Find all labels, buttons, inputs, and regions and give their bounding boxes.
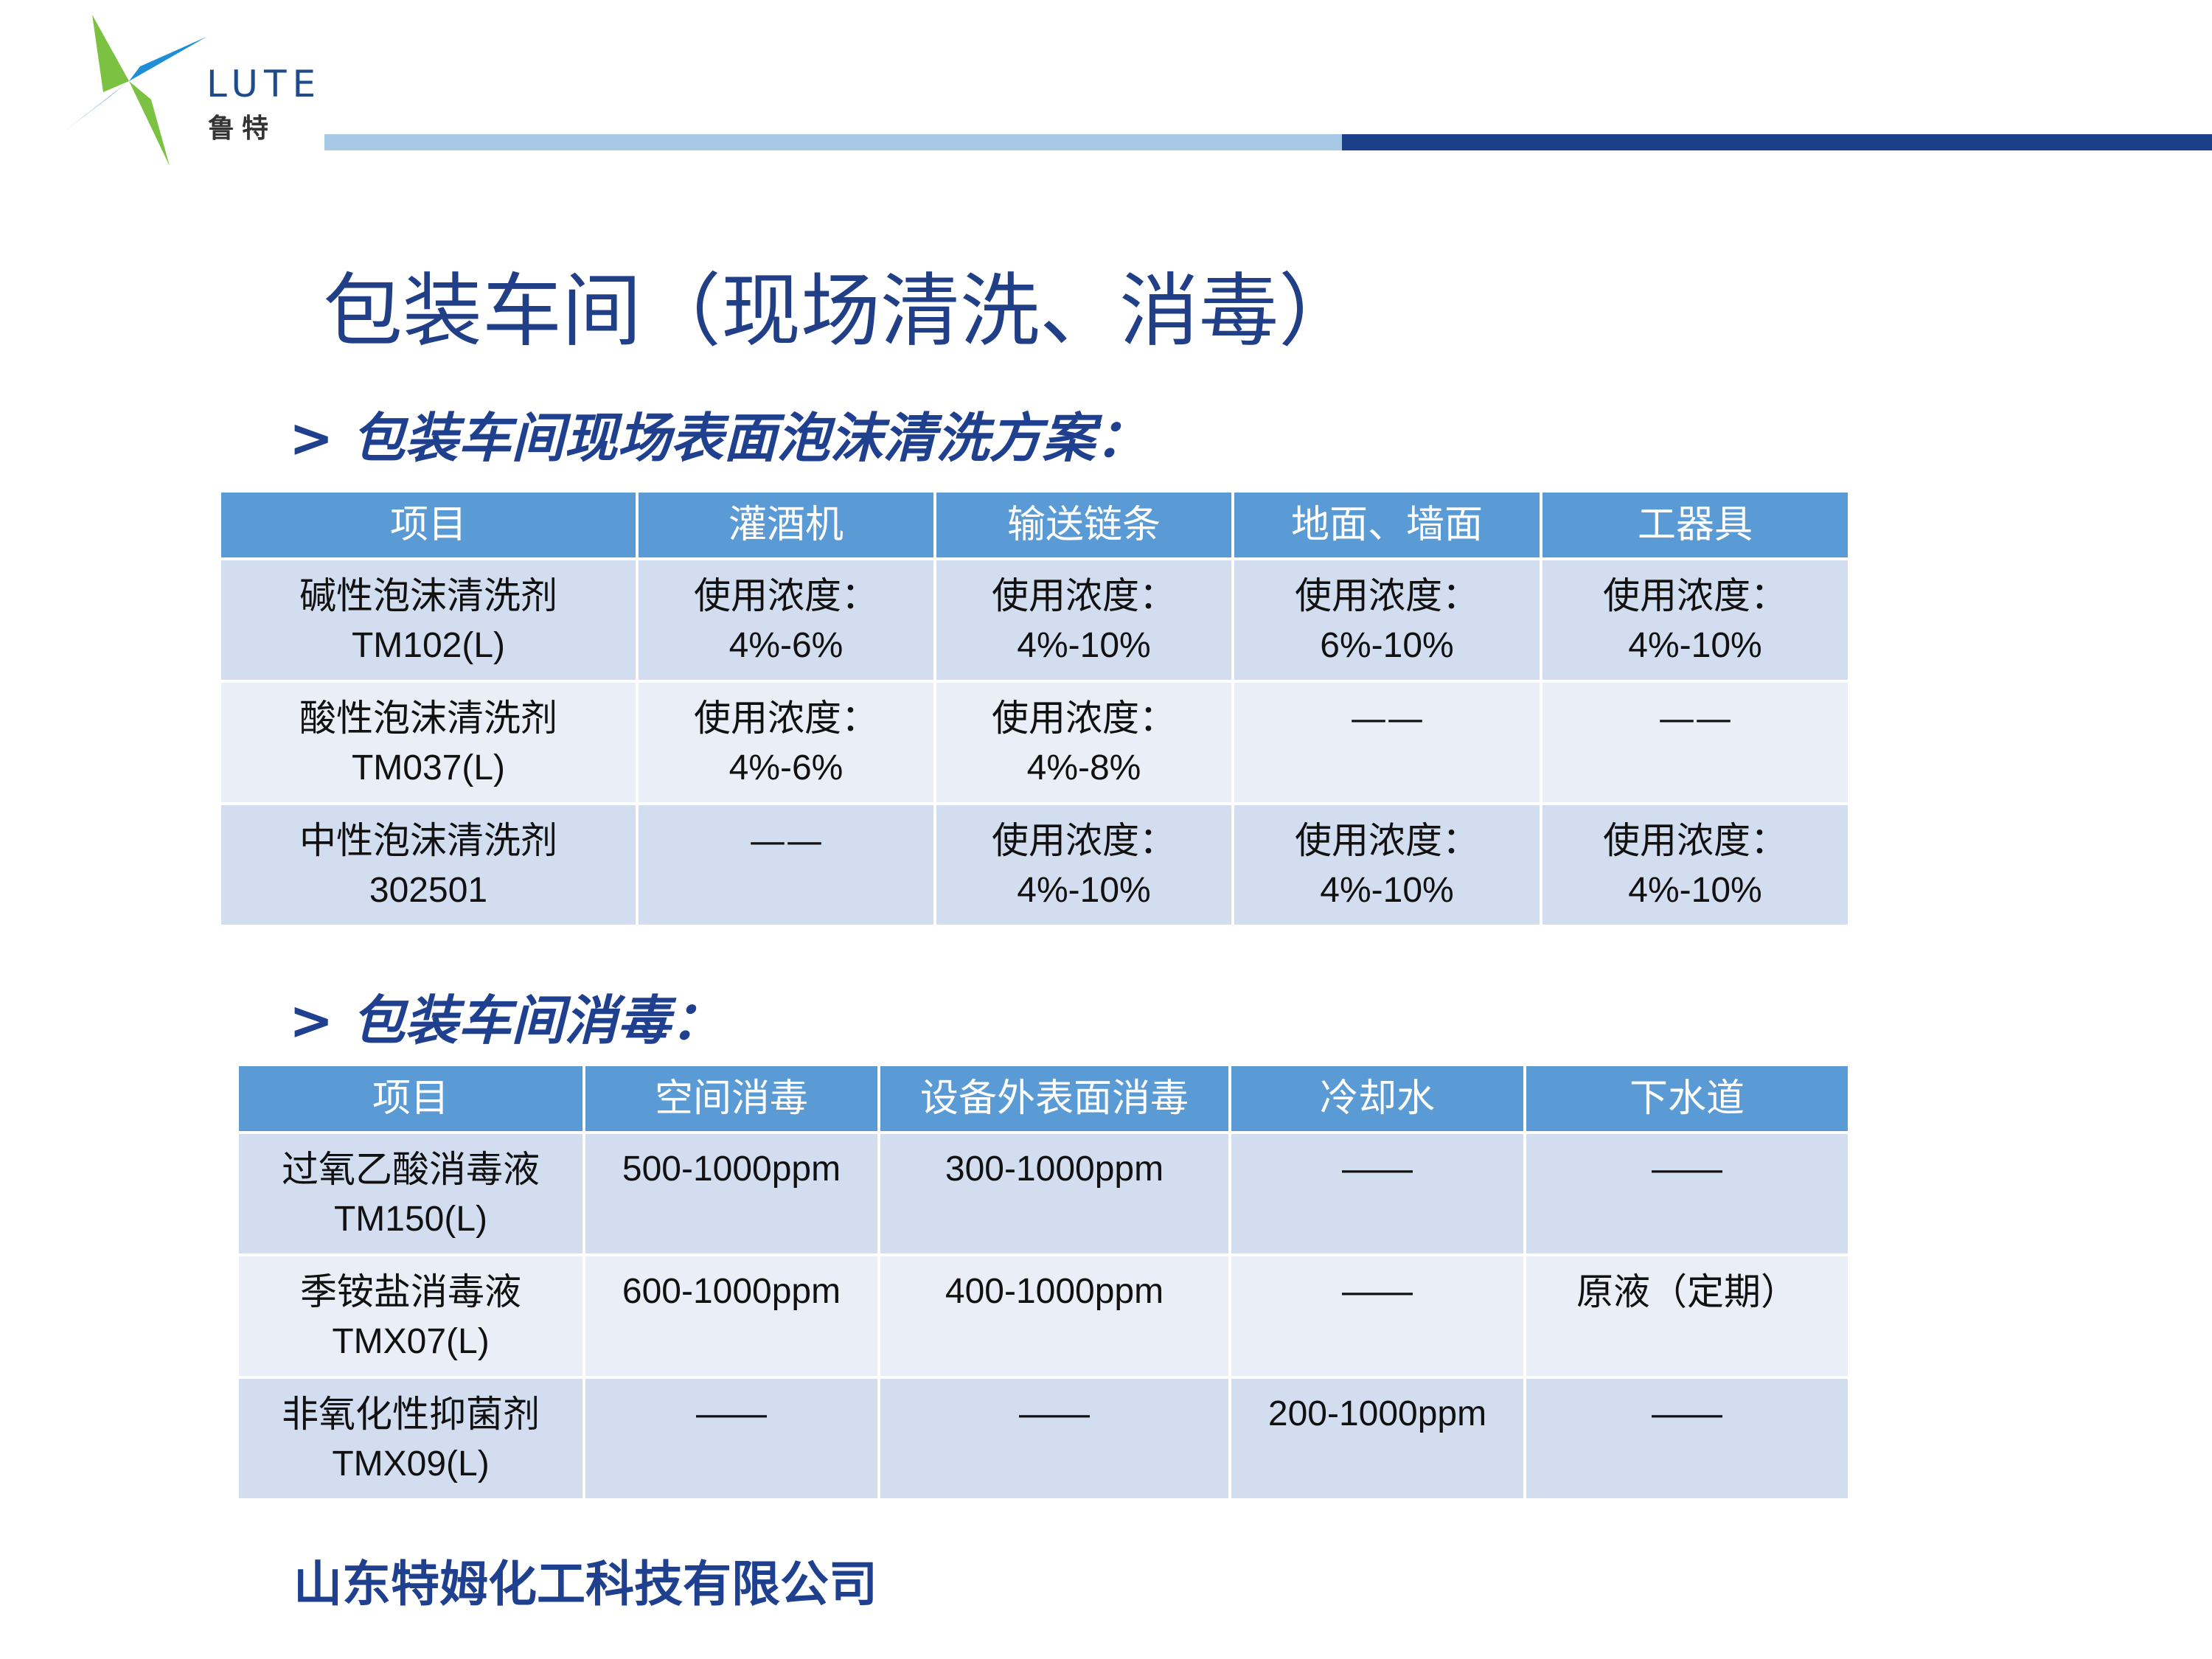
data-cell: 使用浓度： 4%-10%	[1540, 557, 1851, 683]
column-header: 项目	[218, 490, 639, 560]
product-code: TM150(L)	[333, 1200, 488, 1239]
data-cell: ——	[1231, 680, 1543, 805]
table-row: 非氧化性抑菌剂 TMX09(L) —— —— 200-1000ppm ——	[236, 1376, 1851, 1501]
cell-value: 6%-10%	[1320, 626, 1454, 665]
data-cell: ——	[1523, 1131, 1851, 1256]
data-cell: 使用浓度： 4%-8%	[933, 680, 1234, 805]
cell-label: ——	[1658, 697, 1732, 740]
product-code: TMX07(L)	[332, 1322, 490, 1361]
product-code: TM037(L)	[351, 748, 506, 787]
table-row: 酸性泡沫清洗剂 TM037(L) 使用浓度： 4%-6% 使用浓度： 4%-8% —…	[218, 680, 1851, 805]
data-cell: ——	[1540, 680, 1851, 805]
cell-label: 使用浓度：	[694, 574, 878, 617]
data-cell: 使用浓度： 4%-6%	[636, 557, 936, 683]
cell-label: 使用浓度：	[992, 697, 1176, 740]
cell-value: 4%-10%	[1017, 626, 1151, 665]
header-bar-dark	[1342, 134, 2212, 150]
data-cell: ——	[1228, 1131, 1526, 1256]
data-cell: 300-1000ppm	[877, 1131, 1231, 1256]
product-name: 非氧化性抑菌剂	[282, 1393, 540, 1436]
table-row: 中性泡沫清洗剂 302501 —— 使用浓度： 4%-10% 使用浓度： 4%-10…	[218, 802, 1851, 928]
data-cell: 使用浓度： 4%-10%	[1540, 802, 1851, 928]
data-cell: 原液（定期）	[1523, 1253, 1851, 1379]
product-code: TM102(L)	[351, 626, 506, 665]
company-name-footer: 山东特姆化工科技有限公司	[293, 1556, 877, 1613]
cell-value: 4%-6%	[728, 748, 844, 787]
product-code: 302501	[369, 871, 488, 910]
data-cell: 使用浓度： 4%-10%	[933, 802, 1234, 928]
logo-chinese-name: 鲁特	[208, 114, 276, 144]
disinfection-table: 项目 空间消毒 设备外表面消毒 冷却水 下水道 过氧乙酸消毒液 TM150(L)…	[236, 1063, 1851, 1501]
page-title: 包装车间（现场清洗、消毒）	[323, 265, 1359, 358]
product-cell: 碱性泡沫清洗剂 TM102(L)	[218, 557, 639, 683]
product-cell: 非氧化性抑菌剂 TMX09(L)	[236, 1376, 585, 1501]
product-name: 季铵盐消毒液	[300, 1270, 521, 1313]
section-title-cleaning: > 包装车间现场表面泡沫清洗方案：	[289, 407, 1149, 469]
product-name: 中性泡沫清洗剂	[299, 819, 557, 862]
data-cell: 使用浓度： 4%-10%	[1231, 802, 1543, 928]
cell-label: 使用浓度：	[694, 697, 878, 740]
column-header: 输送链条	[933, 490, 1234, 560]
product-code: TMX09(L)	[332, 1444, 490, 1484]
product-cell: 中性泡沫清洗剂 302501	[218, 802, 639, 928]
data-cell: 使用浓度： 6%-10%	[1231, 557, 1543, 683]
data-cell: 600-1000ppm	[582, 1253, 880, 1379]
cell-value: 4%-10%	[1320, 871, 1454, 910]
data-cell: 200-1000ppm	[1228, 1376, 1526, 1501]
data-cell: ——	[877, 1376, 1231, 1501]
data-cell: ——	[1228, 1253, 1526, 1379]
column-header: 冷却水	[1228, 1063, 1526, 1134]
product-name: 碱性泡沫清洗剂	[299, 574, 557, 617]
product-name: 酸性泡沫清洗剂	[299, 697, 557, 740]
header-bar-light	[324, 134, 1342, 150]
cell-label: 使用浓度：	[992, 819, 1176, 862]
cell-label: 使用浓度：	[1603, 819, 1787, 862]
cell-label: 使用浓度：	[1295, 819, 1479, 862]
data-cell: ——	[636, 802, 936, 928]
cell-label: ——	[749, 819, 823, 862]
product-name: 过氧乙酸消毒液	[282, 1148, 540, 1191]
cell-label: 使用浓度：	[992, 574, 1176, 617]
cell-value: 4%-6%	[728, 626, 844, 665]
product-cell: 酸性泡沫清洗剂 TM037(L)	[218, 680, 639, 805]
data-cell: 使用浓度： 4%-6%	[636, 680, 936, 805]
data-cell: 400-1000ppm	[877, 1253, 1231, 1379]
product-cell: 季铵盐消毒液 TMX07(L)	[236, 1253, 585, 1379]
cell-label: ——	[1350, 697, 1424, 740]
cell-label: 使用浓度：	[1603, 574, 1787, 617]
column-header: 项目	[236, 1063, 585, 1134]
column-header: 工器具	[1540, 490, 1851, 560]
data-cell: ——	[1523, 1376, 1851, 1501]
table-header-row: 项目 空间消毒 设备外表面消毒 冷却水 下水道	[236, 1063, 1851, 1134]
table-row: 碱性泡沫清洗剂 TM102(L) 使用浓度： 4%-6% 使用浓度： 4%-10% …	[218, 557, 1851, 683]
table-row: 过氧乙酸消毒液 TM150(L) 500-1000ppm 300-1000ppm…	[236, 1131, 1851, 1256]
section-title-disinfection: > 包装车间消毒：	[289, 990, 724, 1051]
table-row: 季铵盐消毒液 TMX07(L) 600-1000ppm 400-1000ppm …	[236, 1253, 1851, 1379]
cell-label: 使用浓度：	[1295, 574, 1479, 617]
logo-wordmark: LUTE	[206, 63, 322, 105]
data-cell: ——	[582, 1376, 880, 1501]
table-header-row: 项目 灌酒机 输送链条 地面、墙面 工器具	[218, 490, 1851, 560]
column-header: 地面、墙面	[1231, 490, 1543, 560]
column-header: 下水道	[1523, 1063, 1851, 1134]
cell-value: 4%-10%	[1628, 626, 1762, 665]
cell-value: 4%-10%	[1628, 871, 1762, 910]
data-cell: 使用浓度： 4%-10%	[933, 557, 1234, 683]
data-cell: 500-1000ppm	[582, 1131, 880, 1256]
column-header: 空间消毒	[582, 1063, 880, 1134]
cleaning-table: 项目 灌酒机 输送链条 地面、墙面 工器具 碱性泡沫清洗剂 TM102(L) 使…	[218, 490, 1851, 928]
company-logo: LUTE 鲁特	[59, 11, 324, 173]
logo-mark-icon	[63, 15, 206, 166]
cell-value: 4%-8%	[1026, 748, 1141, 787]
column-header: 设备外表面消毒	[877, 1063, 1231, 1134]
product-cell: 过氧乙酸消毒液 TM150(L)	[236, 1131, 585, 1256]
cell-value: 4%-10%	[1017, 871, 1151, 910]
column-header: 灌酒机	[636, 490, 936, 560]
